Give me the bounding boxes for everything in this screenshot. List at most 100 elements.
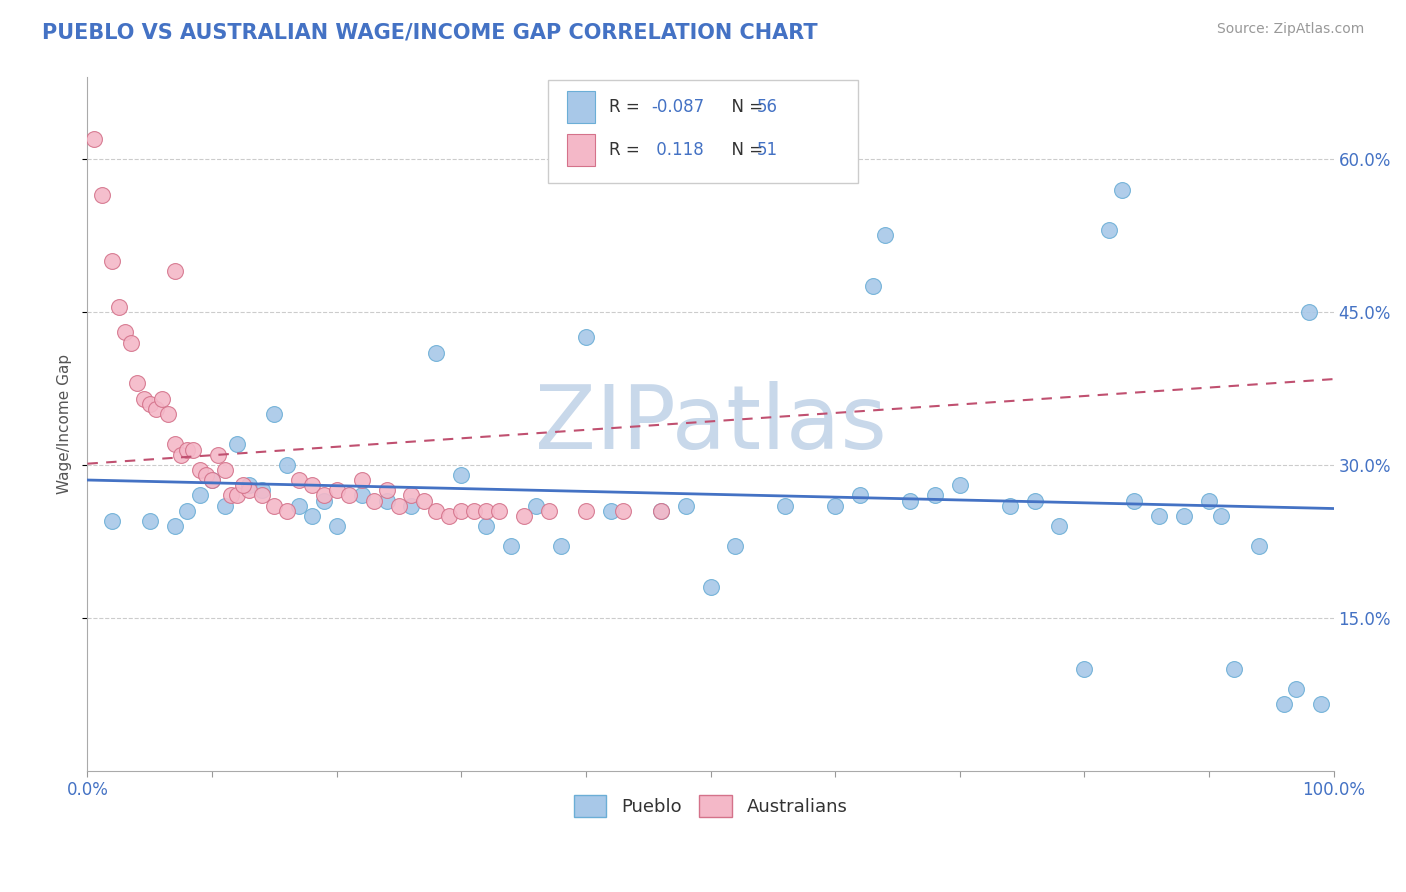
Point bbox=[1024, 493, 1046, 508]
Point bbox=[288, 499, 311, 513]
Point bbox=[325, 519, 347, 533]
Point bbox=[1272, 698, 1295, 712]
Point bbox=[413, 493, 436, 508]
Point bbox=[512, 508, 534, 523]
Point bbox=[949, 478, 972, 492]
Point bbox=[170, 448, 193, 462]
Point bbox=[214, 499, 236, 513]
Point bbox=[188, 463, 211, 477]
Text: 51: 51 bbox=[756, 141, 778, 159]
Point bbox=[276, 504, 298, 518]
Text: 56: 56 bbox=[756, 98, 778, 116]
Point bbox=[163, 264, 186, 278]
Point bbox=[550, 540, 572, 554]
Point bbox=[575, 330, 598, 344]
Point bbox=[650, 504, 672, 518]
Point bbox=[83, 131, 105, 145]
Point bbox=[1111, 183, 1133, 197]
Point bbox=[114, 326, 136, 340]
Point bbox=[139, 514, 162, 528]
Point bbox=[401, 488, 423, 502]
Point bbox=[350, 488, 373, 502]
Point bbox=[263, 407, 285, 421]
Point bbox=[207, 448, 229, 462]
Point bbox=[238, 478, 260, 492]
Point bbox=[998, 499, 1021, 513]
Point bbox=[337, 488, 360, 502]
Point bbox=[1211, 508, 1233, 523]
Text: N =: N = bbox=[721, 141, 769, 159]
Point bbox=[1298, 305, 1320, 319]
Point bbox=[425, 345, 447, 359]
Point bbox=[232, 478, 254, 492]
Text: -0.087: -0.087 bbox=[651, 98, 704, 116]
Point bbox=[163, 519, 186, 533]
Point bbox=[325, 483, 347, 498]
Point bbox=[201, 473, 224, 487]
Point bbox=[139, 397, 162, 411]
Text: Source: ZipAtlas.com: Source: ZipAtlas.com bbox=[1216, 22, 1364, 37]
Point bbox=[183, 442, 205, 457]
Point bbox=[1098, 223, 1121, 237]
Point bbox=[219, 488, 242, 502]
Point bbox=[176, 442, 198, 457]
Point bbox=[157, 407, 180, 421]
Point bbox=[924, 488, 946, 502]
Point bbox=[1147, 508, 1170, 523]
Point bbox=[263, 499, 285, 513]
Point bbox=[450, 468, 472, 483]
Point bbox=[301, 508, 323, 523]
Point bbox=[463, 504, 485, 518]
Point bbox=[150, 392, 173, 406]
Point bbox=[650, 504, 672, 518]
Point bbox=[214, 463, 236, 477]
Point bbox=[314, 488, 336, 502]
Point bbox=[388, 499, 411, 513]
Point bbox=[375, 483, 398, 498]
Point bbox=[425, 504, 447, 518]
Point bbox=[91, 187, 114, 202]
Point bbox=[250, 483, 273, 498]
Point bbox=[537, 504, 560, 518]
Point bbox=[873, 228, 896, 243]
Point bbox=[1073, 662, 1095, 676]
Y-axis label: Wage/Income Gap: Wage/Income Gap bbox=[58, 354, 72, 494]
Point bbox=[849, 488, 872, 502]
Text: ZIPatlas: ZIPatlas bbox=[534, 381, 887, 467]
Text: R =: R = bbox=[609, 98, 645, 116]
Point bbox=[201, 473, 224, 487]
Point bbox=[127, 376, 149, 391]
Point bbox=[176, 504, 198, 518]
Point bbox=[314, 493, 336, 508]
Point bbox=[350, 473, 373, 487]
Point bbox=[276, 458, 298, 472]
Point bbox=[1223, 662, 1246, 676]
Point bbox=[250, 488, 273, 502]
Point bbox=[824, 499, 846, 513]
Point bbox=[1123, 493, 1146, 508]
Point bbox=[1285, 682, 1308, 697]
Point bbox=[120, 335, 142, 350]
Point bbox=[862, 279, 884, 293]
Point bbox=[612, 504, 634, 518]
Point bbox=[724, 540, 747, 554]
Point bbox=[775, 499, 797, 513]
Point bbox=[1310, 698, 1333, 712]
Text: R =: R = bbox=[609, 141, 645, 159]
Text: 0.118: 0.118 bbox=[651, 141, 704, 159]
Point bbox=[524, 499, 547, 513]
Point bbox=[1247, 540, 1270, 554]
Point bbox=[437, 508, 460, 523]
Point bbox=[194, 468, 217, 483]
Point bbox=[501, 540, 523, 554]
Point bbox=[475, 504, 498, 518]
Point bbox=[575, 504, 598, 518]
Point bbox=[101, 514, 124, 528]
Point bbox=[401, 499, 423, 513]
Point bbox=[1173, 508, 1195, 523]
Point bbox=[475, 519, 498, 533]
Point bbox=[238, 483, 260, 498]
Point bbox=[132, 392, 155, 406]
Point bbox=[1049, 519, 1071, 533]
Point bbox=[450, 504, 472, 518]
